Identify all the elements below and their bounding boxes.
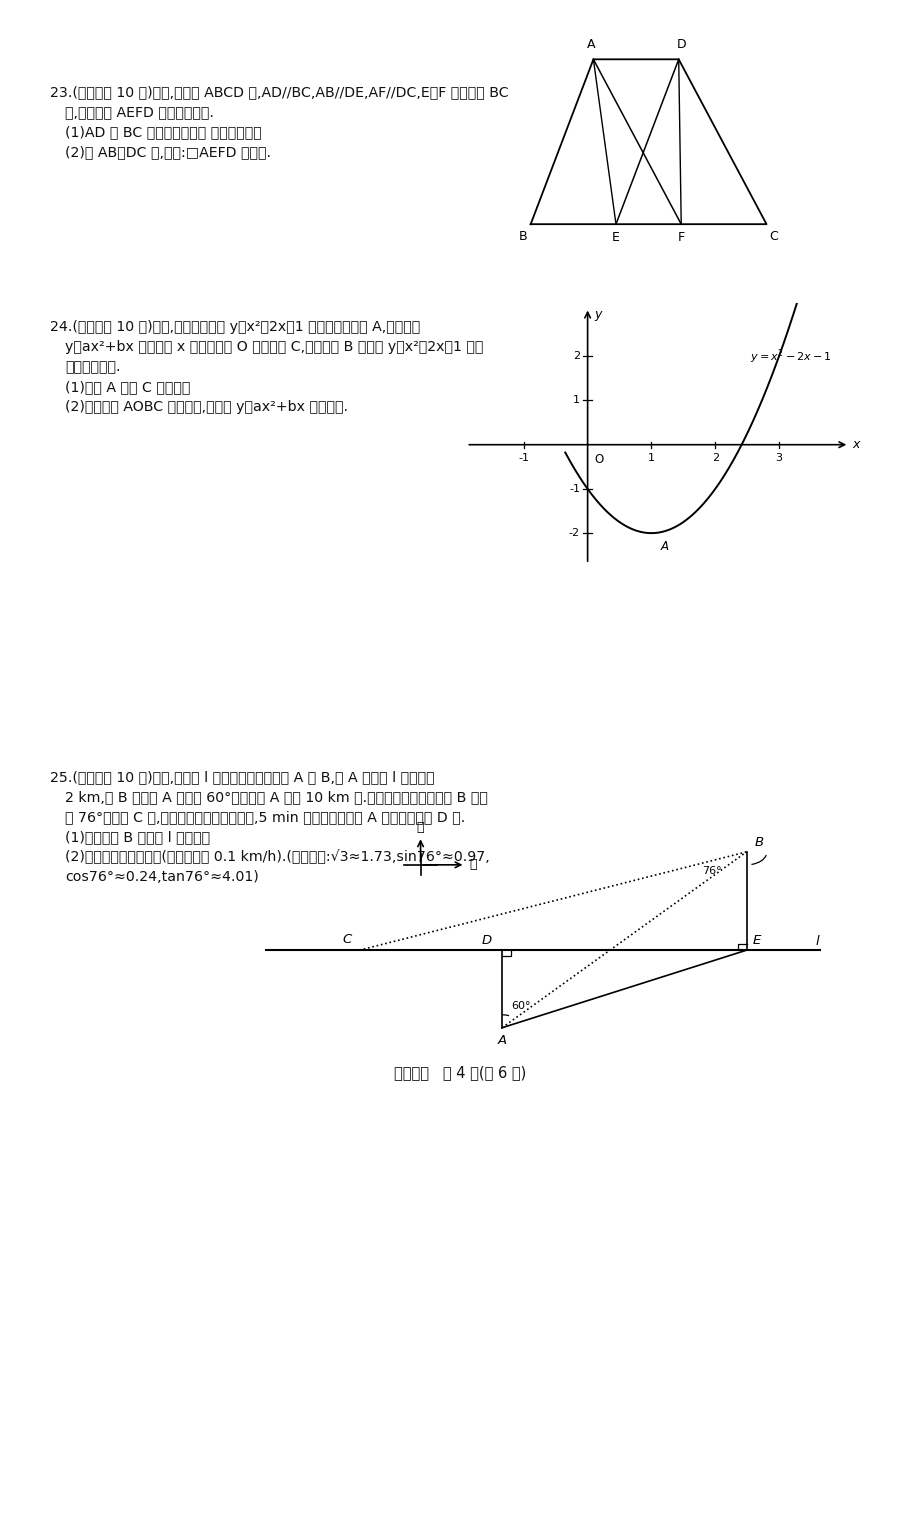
Text: 2: 2 xyxy=(573,352,579,361)
Text: 76°: 76° xyxy=(701,866,720,876)
Text: 西 76°方向的 C 处,正沿该航线自西向东航行,5 min 后该轮船行至点 A 的正北方向的 D 处.: 西 76°方向的 C 处,正沿该航线自西向东航行,5 min 后该轮船行至点 A… xyxy=(65,810,465,825)
Text: -1: -1 xyxy=(568,484,579,494)
Text: C: C xyxy=(342,934,351,946)
Text: 数学试卷   第 4 页(共 6 页): 数学试卷 第 4 页(共 6 页) xyxy=(393,1066,526,1079)
Text: (2)当四边形 AOBC 为菱形时,求函数 y＝ax²+bx 的关系式.: (2)当四边形 AOBC 为菱形时,求函数 y＝ax²+bx 的关系式. xyxy=(65,400,347,414)
Text: (2)当 AB＝DC 时,求证:□AEFD 是矩形.: (2)当 AB＝DC 时,求证:□AEFD 是矩形. xyxy=(65,146,271,159)
Text: 2: 2 xyxy=(711,453,718,462)
Text: B: B xyxy=(518,229,527,243)
Text: E: E xyxy=(611,230,619,244)
Text: D: D xyxy=(675,38,686,52)
Text: A: A xyxy=(660,540,668,553)
Text: O: O xyxy=(594,453,603,465)
Text: -2: -2 xyxy=(568,528,579,538)
Text: $y=x^2-2x-1$: $y=x^2-2x-1$ xyxy=(750,347,831,365)
Text: y＝ax²+bx 的图象与 x 轴交于原点 O 及另一点 C,它的顶点 B 在函数 y＝x²－2x－1 的图: y＝ax²+bx 的图象与 x 轴交于原点 O 及另一点 C,它的顶点 B 在函… xyxy=(65,340,482,355)
Text: F: F xyxy=(677,230,684,244)
Text: (1)求观测点 B 到航线 l 的距离；: (1)求观测点 B 到航线 l 的距离； xyxy=(65,829,210,844)
Text: B: B xyxy=(754,837,763,849)
Text: -1: -1 xyxy=(517,453,528,462)
Text: (2)求该轮船航行的速度(结果精确到 0.1 km/h).(参考数据:√3≈1.73,sin76°≈0.97,: (2)求该轮船航行的速度(结果精确到 0.1 km/h).(参考数据:√3≈1.… xyxy=(65,850,489,864)
Text: D: D xyxy=(482,934,492,948)
Text: (1)AD 与 BC 有何等量关系？ 请说明理由；: (1)AD 与 BC 有何等量关系？ 请说明理由； xyxy=(65,124,262,139)
Text: 3: 3 xyxy=(775,453,782,462)
Text: cos76°≈0.24,tan76°≈4.01): cos76°≈0.24,tan76°≈4.01) xyxy=(65,870,258,884)
Text: E: E xyxy=(752,934,760,948)
Text: x: x xyxy=(852,438,859,452)
Text: 上,且四边形 AEFD 是平行四边形.: 上,且四边形 AEFD 是平行四边形. xyxy=(65,105,213,118)
Text: A: A xyxy=(497,1034,506,1048)
Text: l: l xyxy=(815,934,819,948)
Text: 24.(本题满分 10 分)如图,已知二次函数 y＝x²－2x－1 的图象的顶点为 A,二次函数: 24.(本题满分 10 分)如图,已知二次函数 y＝x²－2x－1 的图象的顶点… xyxy=(50,320,420,334)
Text: 23.(本题满分 10 分)如图,在梯形 ABCD 中,AD//BC,AB//DE,AF//DC,E、F 两点在边 BC: 23.(本题满分 10 分)如图,在梯形 ABCD 中,AD//BC,AB//D… xyxy=(50,85,508,99)
Text: y: y xyxy=(594,308,601,320)
Text: (1)求点 A 与点 C 的坐标；: (1)求点 A 与点 C 的坐标； xyxy=(65,381,190,394)
Text: C: C xyxy=(769,229,777,243)
Text: 25.(本题满分 10 分)如图,在航线 l 的两侧分别有观测点 A 和 B,点 A 到航线 l 的距离为: 25.(本题满分 10 分)如图,在航线 l 的两侧分别有观测点 A 和 B,点… xyxy=(50,770,434,784)
Text: 60°: 60° xyxy=(510,1001,530,1011)
Text: 1: 1 xyxy=(573,396,579,405)
Text: 1: 1 xyxy=(647,453,654,462)
Text: 象的对称轴上.: 象的对称轴上. xyxy=(65,359,120,374)
Text: A: A xyxy=(586,38,595,52)
Text: 东: 东 xyxy=(469,858,476,872)
Text: 2 km,点 B 位于点 A 北偏东 60°方向且与 A 相距 10 km 处.现有一艘轮船从位于点 B 南偏: 2 km,点 B 位于点 A 北偏东 60°方向且与 A 相距 10 km 处.… xyxy=(65,790,487,803)
Text: 北: 北 xyxy=(416,820,424,834)
